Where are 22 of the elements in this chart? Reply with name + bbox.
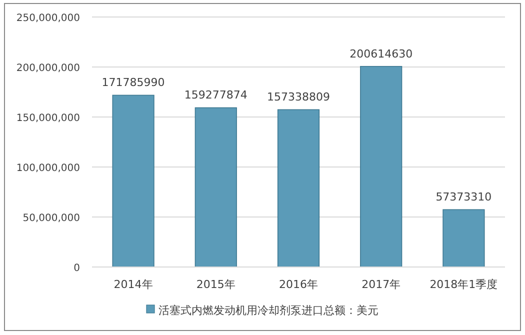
data-label: 159277874 bbox=[184, 88, 248, 102]
x-tick-label: 2015年 bbox=[196, 278, 236, 291]
x-tick-label: 2018年1季度 bbox=[430, 278, 498, 291]
data-label: 200614630 bbox=[350, 47, 413, 60]
y-tick-label: 50,000,000 bbox=[22, 213, 80, 224]
y-tick-label: 100,000,000 bbox=[16, 163, 80, 174]
bar bbox=[112, 94, 154, 268]
y-tick-label: 250,000,000 bbox=[16, 13, 80, 24]
x-tick-label: 2014年 bbox=[114, 278, 153, 291]
y-tick-label: 0 bbox=[74, 263, 80, 274]
data-label: 171785990 bbox=[102, 76, 165, 90]
data-label: 157338809 bbox=[267, 90, 330, 104]
bar bbox=[277, 109, 320, 268]
x-tick-label: 2016年 bbox=[279, 278, 318, 291]
y-tick-label: 150,000,000 bbox=[16, 113, 80, 124]
y-tick-label: 200,000,000 bbox=[16, 63, 80, 74]
x-tick-label: 2017年 bbox=[362, 278, 401, 291]
data-label: 57373310 bbox=[436, 190, 492, 204]
bar bbox=[360, 66, 402, 268]
legend: 活塞式内燃发动机用冷却剂泵进口总额：美元 bbox=[146, 304, 378, 317]
bar bbox=[442, 209, 485, 268]
bar bbox=[194, 107, 237, 268]
